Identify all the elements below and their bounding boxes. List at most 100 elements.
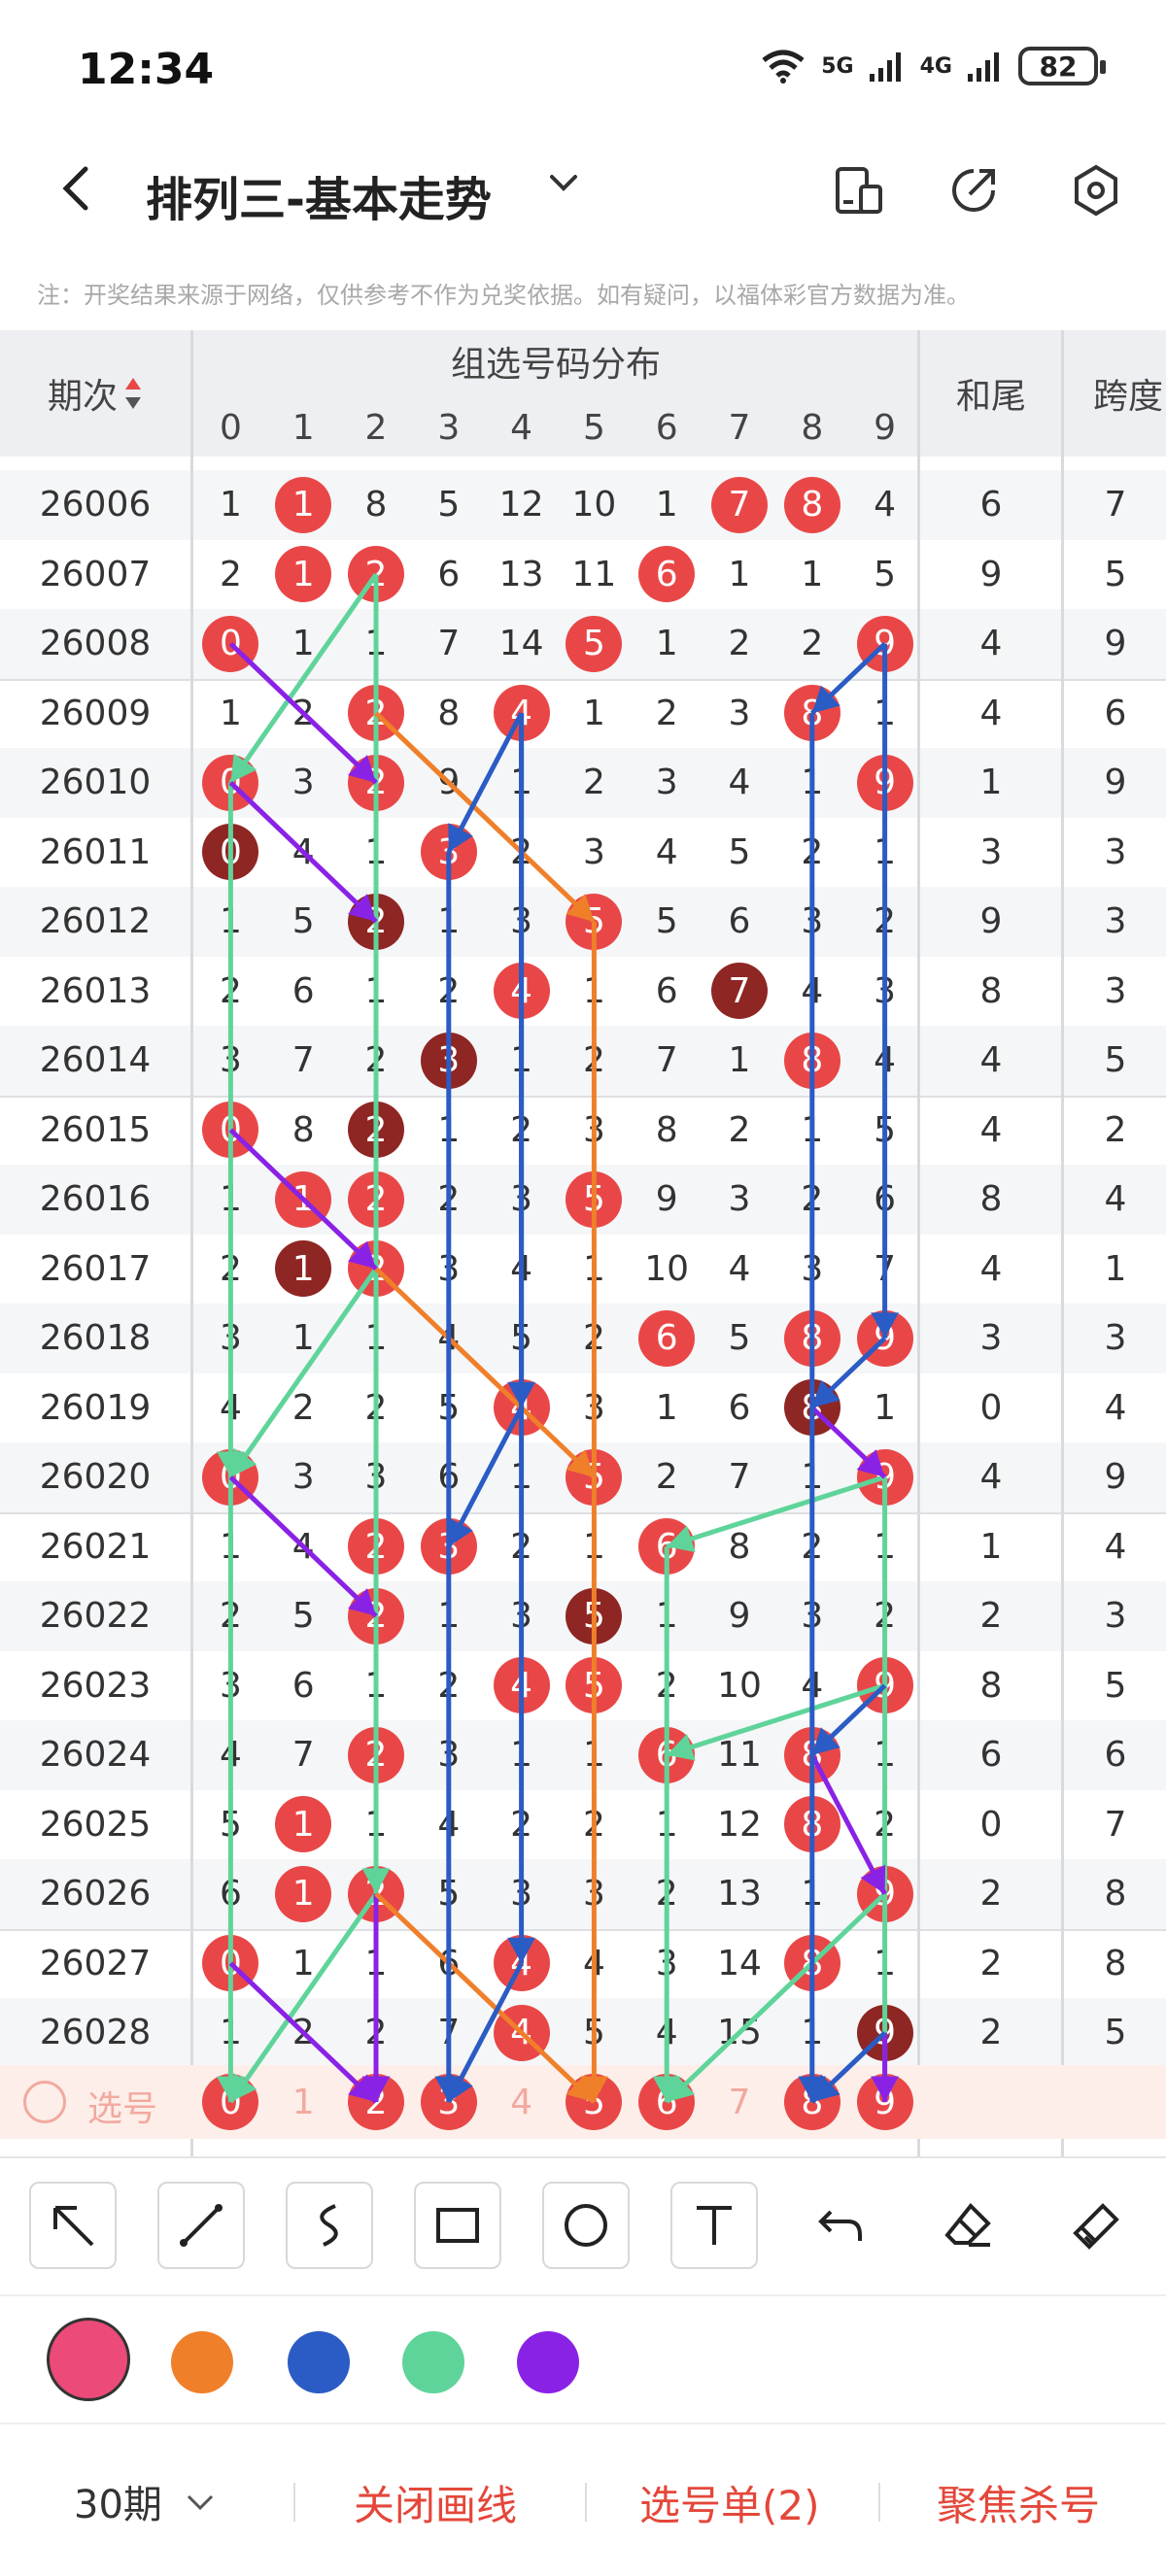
miss-count: 8 <box>655 1109 678 1150</box>
col-period-header[interactable]: 期次 <box>0 330 190 457</box>
line-tool[interactable] <box>157 2182 245 2269</box>
app-header: 排列三-基本走势 <box>0 136 1166 245</box>
pick-cell[interactable]: 7 <box>703 2065 776 2139</box>
miss-count: 9 <box>655 1179 678 1220</box>
close-lines-button[interactable]: 关闭画线 <box>354 2482 518 2529</box>
drawn-arrowhead-17 <box>856 1449 885 1477</box>
title-dropdown[interactable] <box>544 163 583 211</box>
clear-button[interactable] <box>1053 2182 1141 2269</box>
table-row: 26014372312718445 <box>0 1026 1166 1096</box>
focus-kill-button[interactable]: 聚焦杀号 <box>937 2482 1101 2529</box>
color-pink-swatch[interactable] <box>47 2318 130 2401</box>
span-cell: 9 <box>1104 624 1127 664</box>
text-tool[interactable] <box>670 2182 758 2269</box>
digit-cell: 11 <box>703 1720 776 1790</box>
unpicked-number[interactable]: 1 <box>292 2082 315 2122</box>
miss-count: 6 <box>437 554 461 594</box>
group-divider <box>0 1095 1166 1098</box>
pick-radio[interactable] <box>23 2081 66 2123</box>
drawn-arrowhead-4 <box>361 1868 391 1894</box>
unpicked-number[interactable]: 7 <box>728 2082 751 2122</box>
digit-cell: 1 <box>703 1026 776 1096</box>
digit-cell: 5 <box>267 887 340 957</box>
eraser-button[interactable] <box>925 2182 1012 2269</box>
period-cell: 26015 <box>39 1109 152 1150</box>
miss-count: 10 <box>644 1248 690 1289</box>
arrow-tool[interactable] <box>29 2182 117 2269</box>
drawn-arrowhead-35 <box>811 1727 840 1755</box>
drawn-arrowhead-3 <box>230 1447 257 1477</box>
digit-cell: 6 <box>631 540 703 610</box>
digit-cell: 2 <box>703 1096 776 1166</box>
back-button[interactable] <box>49 159 107 218</box>
drawn-ball: 6 <box>638 546 696 603</box>
share-button[interactable] <box>946 163 1001 218</box>
device-switch-button[interactable] <box>832 163 886 218</box>
share-icon <box>952 169 995 212</box>
digit-cell: 7 <box>703 957 776 1027</box>
unpicked-number[interactable]: 4 <box>510 2082 533 2122</box>
miss-count: 2 <box>728 1109 751 1150</box>
curve-tool[interactable] <box>286 2182 373 2269</box>
sum-tail-cell: 3 <box>979 1318 1003 1359</box>
pick-label: 选号 <box>87 2089 158 2129</box>
digit-cell: 11 <box>558 540 631 610</box>
settings-button[interactable] <box>1069 163 1123 218</box>
span-cell: 3 <box>1104 1596 1127 1637</box>
digit-cell: 10 <box>631 1235 703 1305</box>
digit-cell: 6 <box>703 887 776 957</box>
disclaimer-note: 注：开奖结果来源于网络，仅供参考不作为兑奖依据。如有疑问，以福体彩官方数据为准。 <box>37 282 970 309</box>
table-row: 260244723116118166 <box>0 1720 1166 1790</box>
miss-count: 11 <box>571 554 617 594</box>
circle-tool[interactable] <box>542 2182 630 2269</box>
network-5g-label: 5G <box>821 53 854 79</box>
sum-tail-cell: 8 <box>979 1665 1003 1706</box>
pick-cell[interactable]: 4 <box>485 2065 558 2139</box>
group-divider <box>0 1511 1166 1514</box>
undo-button[interactable] <box>797 2182 884 2269</box>
drawn-arrow-30 <box>446 1962 524 2104</box>
drawn-arrow-18 <box>809 1753 887 1895</box>
repeat-ball: 7 <box>710 963 768 1020</box>
color-green-swatch[interactable] <box>402 2331 464 2393</box>
drawn-arrow-28 <box>446 1407 524 1548</box>
miss-count: 4 <box>728 763 751 803</box>
drawn-ball: 7 <box>710 476 768 533</box>
color-purple-swatch[interactable] <box>517 2331 579 2393</box>
drawn-arrow-15 <box>228 1474 378 1618</box>
sum-tail-cell: 2 <box>979 1596 1003 1637</box>
miss-count: 7 <box>728 1457 751 1498</box>
period-selector[interactable]: 30期 <box>74 2473 218 2529</box>
digit-cell: 2 <box>631 1442 703 1512</box>
drawn-arrowhead-23 <box>566 1449 595 1477</box>
sum-tail-cell: 2 <box>979 1943 1003 1983</box>
miss-count: 1 <box>219 693 242 733</box>
network-4g-label: 4G <box>919 53 952 79</box>
miss-count: 3 <box>728 1179 751 1220</box>
digit-cell: 5 <box>631 887 703 957</box>
digit-cell: 7 <box>703 1442 776 1512</box>
color-orange-swatch[interactable] <box>171 2331 233 2393</box>
digit-header-4: 4 <box>510 407 533 448</box>
pick-list-button[interactable]: 选号单(2) <box>639 2482 820 2529</box>
span-cell: 3 <box>1104 901 1127 942</box>
rectangle-tool[interactable] <box>414 2182 501 2269</box>
miss-count: 8 <box>364 485 388 525</box>
color-blue-swatch[interactable] <box>288 2331 350 2393</box>
digit-cell: 3 <box>267 748 340 818</box>
span-cell: 1 <box>1104 1248 1127 1289</box>
pick-cell[interactable]: 1 <box>267 2065 340 2139</box>
sum-tail-cell: 0 <box>979 1804 1003 1845</box>
group-divider <box>0 678 1166 681</box>
miss-count: 5 <box>655 901 678 942</box>
miss-count: 5 <box>874 554 897 594</box>
miss-count: 2 <box>219 554 242 594</box>
bottom-action-bar: 30期 关闭画线 选号单(2) 聚焦杀号 <box>0 2423 1166 2576</box>
period-cell: 26028 <box>39 2013 152 2053</box>
page-title[interactable]: 排列三-基本走势 <box>146 173 492 227</box>
drawn-arrow-9 <box>666 1682 886 1758</box>
span-cell: 5 <box>1104 1040 1127 1081</box>
span-cell: 7 <box>1104 485 1127 525</box>
digit-cell: 1 <box>194 679 267 749</box>
